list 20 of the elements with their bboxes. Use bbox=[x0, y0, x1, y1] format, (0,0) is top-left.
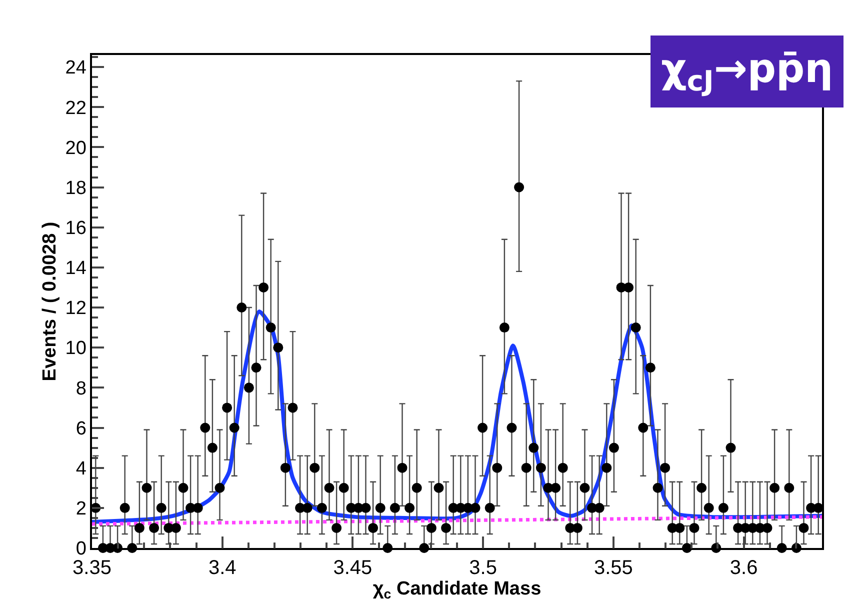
y-tick-label: 14 bbox=[65, 258, 87, 280]
y-axis-title: Events / ( 0.0028 ) bbox=[40, 222, 61, 382]
y-tick-label: 22 bbox=[65, 98, 86, 119]
y-tick-label: 20 bbox=[65, 138, 86, 159]
y-tick-label: 24 bbox=[65, 58, 87, 79]
y-tick-label: 10 bbox=[65, 338, 86, 360]
x-tick-label: 3.5 bbox=[469, 556, 497, 579]
y-tick-label: 2 bbox=[76, 498, 86, 520]
x-tick-label: 3.55 bbox=[594, 556, 633, 579]
y-tick-label: 8 bbox=[76, 378, 86, 400]
y-tick-label: 4 bbox=[76, 458, 87, 480]
x-axis-title: χ$_{c}$ Candidate Mass bbox=[372, 578, 542, 602]
x-tick-label: 3.6 bbox=[730, 556, 758, 579]
y-tick-label: 12 bbox=[65, 298, 86, 320]
x-tick-label: 3.4 bbox=[208, 556, 236, 579]
x-tick-label: 3.45 bbox=[333, 556, 372, 579]
y-tick-label: 18 bbox=[65, 178, 86, 199]
y-tick-label: 16 bbox=[65, 218, 86, 239]
y-tick-label: 6 bbox=[76, 418, 86, 440]
annotation: χ$_{cJ}$→pp̄η bbox=[661, 46, 834, 98]
